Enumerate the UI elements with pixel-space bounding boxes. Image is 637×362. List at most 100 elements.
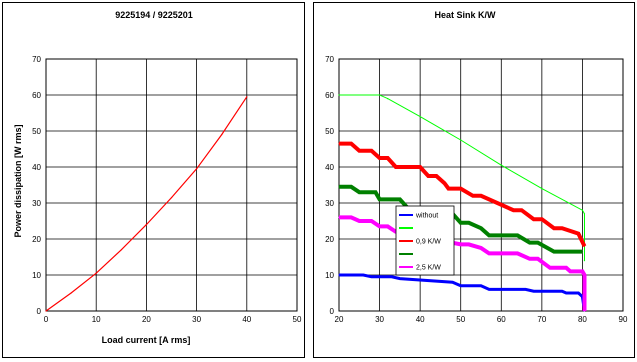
data-point: [221, 134, 223, 136]
data-point: [95, 272, 97, 274]
data-point: [468, 243, 470, 245]
data-point: [577, 292, 579, 294]
data-point: [419, 116, 421, 118]
data-point: [170, 197, 173, 199]
data-point: [516, 234, 519, 236]
legend-entry-label: 0,9 K/W: [416, 239, 441, 246]
data-point: [565, 267, 567, 269]
y-tick-label: 10: [32, 271, 41, 280]
y-tick-label: 0: [37, 307, 42, 316]
series-line: [339, 273, 586, 312]
data-point: [447, 188, 450, 190]
x-tick-label: 90: [619, 315, 628, 324]
data-point: [583, 310, 586, 312]
data-point: [565, 292, 567, 294]
data-point: [338, 186, 340, 188]
y-tick-label: 50: [325, 127, 334, 136]
data-point: [395, 166, 397, 168]
data-point: [480, 227, 482, 229]
x-tick-label: 30: [192, 315, 201, 324]
data-point: [541, 218, 543, 220]
data-point: [520, 209, 523, 211]
y-tick-label: 20: [325, 235, 334, 244]
chart-title: 9225194 / 9225201: [115, 10, 193, 20]
data-point: [512, 209, 515, 211]
data-point: [508, 252, 510, 254]
y-tick-label: 60: [32, 91, 41, 100]
data-point: [452, 281, 454, 283]
data-point: [419, 166, 421, 168]
chart-legend: without 0,9 K/W 2,5 K/W: [395, 205, 455, 276]
data-point: [460, 243, 462, 245]
data-point: [145, 224, 147, 226]
data-point: [338, 94, 340, 96]
x-tick-label: 40: [242, 315, 251, 324]
data-point: [553, 251, 555, 253]
x-tick-label: 10: [92, 315, 101, 324]
data-point: [338, 274, 340, 276]
y-tick-label: 30: [32, 199, 41, 208]
data-point: [583, 274, 586, 276]
data-point: [561, 290, 563, 292]
data-point: [508, 234, 510, 236]
data-point: [358, 191, 360, 193]
plot-area: [45, 58, 298, 312]
data-point: [472, 195, 474, 197]
data-point: [370, 220, 373, 222]
data-point: [533, 290, 535, 292]
data-point: [516, 252, 519, 254]
series-1: [338, 94, 586, 262]
data-point: [338, 143, 340, 145]
data-point: [480, 195, 482, 197]
data-point: [468, 222, 470, 224]
data-point: [488, 288, 490, 290]
data-point: [120, 249, 122, 251]
x-tick-label: 50: [293, 315, 302, 324]
y-tick-label: 20: [32, 235, 41, 244]
data-point: [460, 285, 462, 287]
legend-entry-label: 2,5 K/W: [416, 265, 441, 272]
data-point: [549, 267, 551, 269]
data-point: [480, 285, 482, 287]
data-point: [362, 274, 364, 276]
data-point: [583, 245, 586, 247]
x-tick-label: 20: [142, 315, 151, 324]
x-tick-label: 20: [335, 315, 344, 324]
data-point: [460, 222, 462, 224]
data-point: [378, 198, 381, 200]
data-point: [460, 188, 462, 190]
chart-panel-heat-sink: Heat Sink K/W 20 30 40 50 60 70 80 90 0 10 20 30 40 5…: [313, 2, 635, 358]
data-point: [583, 213, 586, 215]
data-point: [500, 164, 502, 166]
data-point: [529, 242, 531, 244]
data-point: [387, 98, 389, 100]
series-4: [338, 215, 587, 312]
data-point: [70, 292, 72, 294]
data-point: [480, 247, 482, 249]
data-point: [350, 143, 352, 145]
data-point: [378, 157, 381, 159]
data-point: [581, 209, 584, 211]
data-point: [537, 258, 539, 260]
data-point: [537, 242, 539, 244]
data-point: [399, 198, 401, 200]
y-tick-label: 70: [325, 55, 334, 64]
x-tick-label: 0: [44, 315, 49, 324]
y-axis-label: Power dissipation [W rms]: [13, 124, 23, 237]
data-point: [488, 234, 490, 236]
data-point: [533, 218, 535, 220]
chart-title: Heat Sink K/W: [434, 10, 496, 20]
legend-entry-label: without: [415, 213, 438, 220]
data-point: [427, 175, 429, 177]
data-point: [45, 310, 47, 312]
data-point: [374, 191, 377, 193]
data-point: [387, 157, 389, 159]
data-point: [358, 220, 360, 222]
y-tick-label: 70: [32, 55, 41, 64]
data-point: [581, 251, 584, 253]
y-tick-label: 10: [325, 271, 334, 280]
data-point: [561, 227, 563, 229]
data-point: [399, 278, 401, 280]
plot-area: [338, 58, 624, 312]
series-line: [339, 184, 583, 254]
